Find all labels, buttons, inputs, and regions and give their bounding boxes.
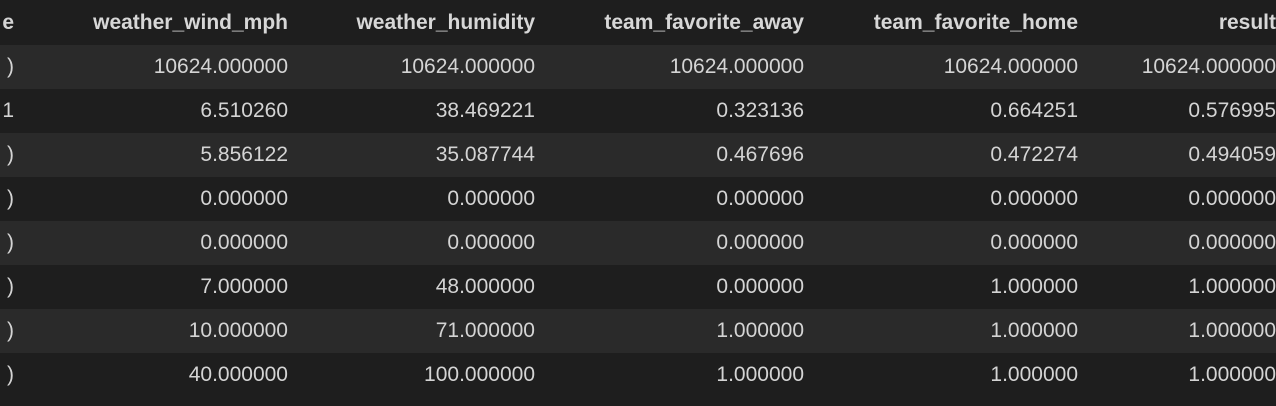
header-row: e weather_wind_mph weather_humidity team…	[0, 0, 1276, 45]
table-cell: 0.000000	[804, 221, 1078, 265]
table-cell: 1.000000	[804, 309, 1078, 353]
table-cell: 6.510260	[14, 89, 288, 133]
row-index: )	[0, 177, 14, 221]
row-index: 1	[0, 89, 14, 133]
row-index: )	[0, 265, 14, 309]
table-cell: 5.856122	[14, 133, 288, 177]
column-header: result	[1218, 10, 1276, 34]
table-row: ) 0.000000 0.000000 0.000000 0.000000 0.…	[0, 177, 1276, 221]
column-header: weather_wind_mph	[93, 10, 288, 34]
column-header: team_favorite_away	[604, 10, 804, 34]
column-header: weather_humidity	[356, 10, 535, 34]
table-cell: 10.000000	[14, 309, 288, 353]
row-index: )	[0, 309, 14, 353]
table-cell: 1.000000	[1078, 309, 1276, 353]
table-row: ) 0.000000 0.000000 0.000000 0.000000 0.…	[0, 221, 1276, 265]
table-cell: 1.000000	[535, 309, 804, 353]
row-index: )	[0, 353, 14, 397]
table-cell: 0.000000	[1078, 221, 1276, 265]
table-cell: 0.000000	[804, 177, 1078, 221]
table-cell: 0.000000	[288, 177, 535, 221]
table-row: ) 7.000000 48.000000 0.000000 1.000000 1…	[0, 265, 1276, 309]
row-index: )	[0, 133, 14, 177]
table-cell: 0.000000	[288, 221, 535, 265]
table-cell: 40.000000	[14, 353, 288, 397]
table-row: ) 10624.000000 10624.000000 10624.000000…	[0, 45, 1276, 89]
table-cell: 100.000000	[288, 353, 535, 397]
table-cell: 10624.000000	[804, 45, 1078, 89]
table-cell: 0.323136	[535, 89, 804, 133]
table-cell: 0.000000	[535, 221, 804, 265]
table-cell: 1.000000	[1078, 353, 1276, 397]
table-cell: 0.000000	[1078, 177, 1276, 221]
table-cell: 48.000000	[288, 265, 535, 309]
table-cell: 0.467696	[535, 133, 804, 177]
table-cell: 10624.000000	[535, 45, 804, 89]
table-row: ) 40.000000 100.000000 1.000000 1.000000…	[0, 353, 1276, 397]
table-cell: 0.472274	[804, 133, 1078, 177]
table-cell: 35.087744	[288, 133, 535, 177]
row-index: )	[0, 221, 14, 265]
table-cell: 0.494059	[1078, 133, 1276, 177]
table-cell: 0.664251	[804, 89, 1078, 133]
column-header: team_favorite_home	[873, 10, 1078, 34]
index-header: e	[2, 10, 14, 34]
table-cell: 71.000000	[288, 309, 535, 353]
describe-table: e weather_wind_mph weather_humidity team…	[0, 0, 1276, 397]
table-row: ) 5.856122 35.087744 0.467696 0.472274 0…	[0, 133, 1276, 177]
table-cell: 0.000000	[535, 177, 804, 221]
table-cell: 0.000000	[14, 221, 288, 265]
table-row: 1 6.510260 38.469221 0.323136 0.664251 0…	[0, 89, 1276, 133]
table-cell: 38.469221	[288, 89, 535, 133]
table-cell: 0.000000	[535, 265, 804, 309]
table-cell: 7.000000	[14, 265, 288, 309]
table-cell: 0.000000	[14, 177, 288, 221]
table-cell: 10624.000000	[14, 45, 288, 89]
table-cell: 0.576995	[1078, 89, 1276, 133]
table-cell: 10624.000000	[1078, 45, 1276, 89]
table-cell: 10624.000000	[288, 45, 535, 89]
table-row: ) 10.000000 71.000000 1.000000 1.000000 …	[0, 309, 1276, 353]
table-cell: 1.000000	[535, 353, 804, 397]
table-cell: 1.000000	[804, 265, 1078, 309]
row-index: )	[0, 45, 14, 89]
table-cell: 1.000000	[1078, 265, 1276, 309]
table-cell: 1.000000	[804, 353, 1078, 397]
